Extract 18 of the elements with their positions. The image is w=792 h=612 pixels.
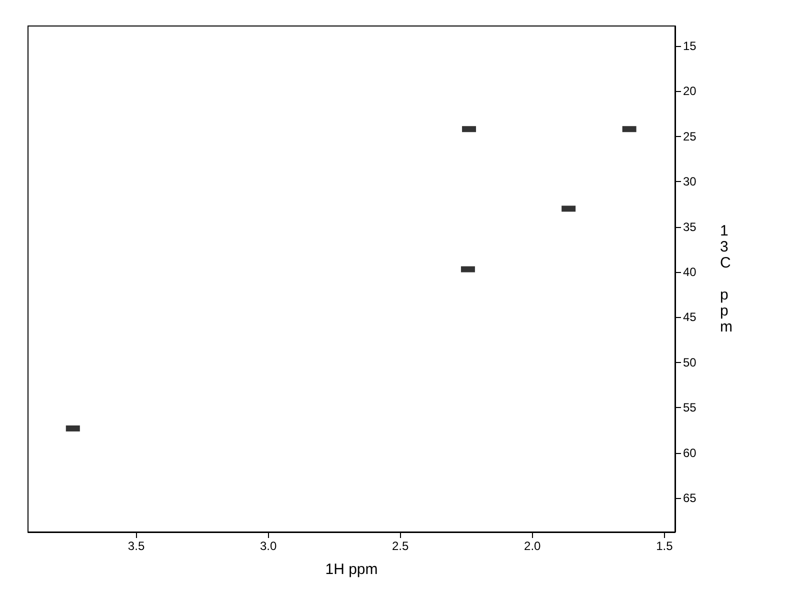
y-tick-label: 55	[683, 400, 697, 415]
y-tick-label: 25	[683, 129, 697, 144]
y-axis-title: 13C ppm	[720, 222, 732, 336]
y-tick-label: 60	[683, 446, 697, 460]
y-tick-label: 65	[683, 491, 697, 506]
x-tick-label: 2.5	[392, 539, 410, 553]
x-tick-label: 3.0	[260, 539, 277, 553]
y-tick-label: 15	[683, 38, 697, 53]
x-axis-title: 1H ppm	[325, 561, 378, 578]
y-tick-label: 50	[683, 355, 697, 370]
x-tick-label: 2.0	[524, 539, 542, 553]
y-tick-label: 45	[683, 310, 697, 324]
y-tick-label: 20	[683, 84, 697, 98]
y-tick-label: 30	[683, 174, 697, 189]
y-tick-label: 40	[683, 264, 697, 279]
x-tick-label: 3.5	[128, 539, 145, 553]
y-tick-label: 35	[683, 220, 697, 234]
x-tick-label: 1.5	[656, 539, 674, 553]
